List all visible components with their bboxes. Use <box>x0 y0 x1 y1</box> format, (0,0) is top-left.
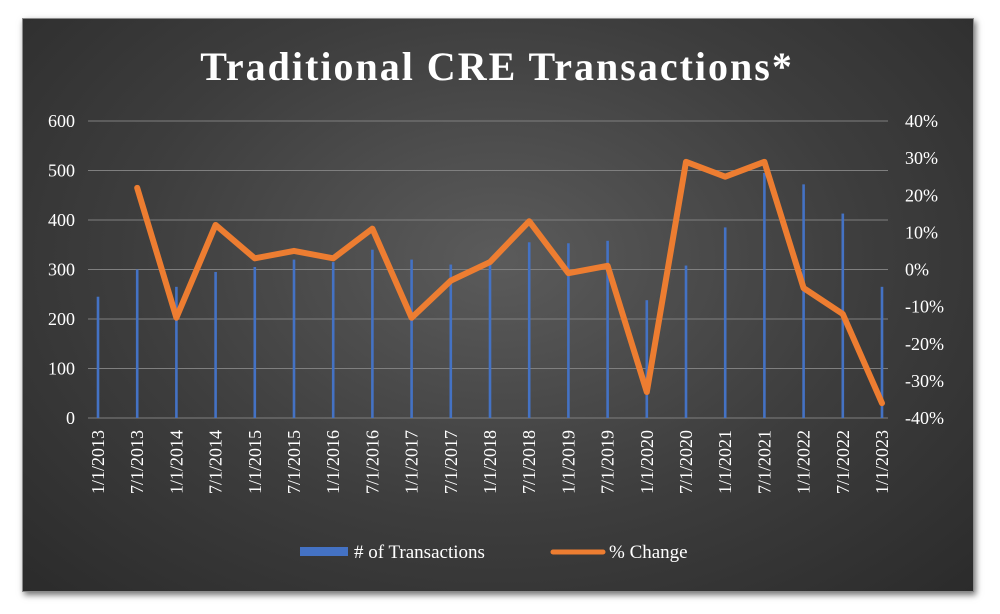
line-point <box>763 161 765 163</box>
y-right-tick-label: -30% <box>905 371 944 391</box>
bar <box>802 184 805 418</box>
x-tick-label: 7/1/2017 <box>441 430 461 494</box>
x-tick-label: 1/1/2016 <box>323 430 343 494</box>
bar <box>96 296 100 418</box>
line-point <box>567 272 569 274</box>
chart-title: Traditional CRE Transactions* <box>200 44 794 89</box>
bar <box>410 259 413 418</box>
x-tick-label: 1/1/2017 <box>402 430 422 494</box>
legend-label-transactions: # of Transactions <box>354 542 485 563</box>
line-point <box>489 261 491 263</box>
legend: # of Transactions % Change <box>300 542 688 563</box>
y-right-tick-label: -10% <box>905 297 944 317</box>
x-tick-label: 1/1/2014 <box>166 430 186 494</box>
line-point <box>607 265 609 267</box>
line-point <box>842 313 844 315</box>
line-point <box>646 391 648 393</box>
bar <box>880 286 884 418</box>
x-tick-label: 7/1/2021 <box>754 430 774 494</box>
x-tick-label: 1/1/2023 <box>872 430 892 494</box>
y-right-tick-label: 30% <box>905 148 938 168</box>
line-point <box>136 187 138 189</box>
y-left-tick-label: 100 <box>48 359 75 379</box>
x-tick-label: 7/1/2015 <box>284 430 304 494</box>
line-point <box>881 402 883 404</box>
x-tick-label: 1/1/2018 <box>480 430 500 494</box>
bar <box>253 267 257 418</box>
line-point <box>803 287 805 289</box>
y-right-tick-label: -20% <box>905 334 944 354</box>
bar <box>723 227 727 418</box>
bar <box>292 259 296 418</box>
left-axis-ticks: 0 100 200 300 400 500 600 <box>48 111 75 428</box>
bar <box>214 271 217 418</box>
x-tick-label: 1/1/2013 <box>88 430 108 494</box>
y-left-tick-label: 200 <box>48 309 75 329</box>
x-tick-label: 1/1/2020 <box>637 430 657 494</box>
line-point <box>175 317 177 319</box>
x-axis-ticks: 1/1/2013 7/1/2013 1/1/2014 7/1/2014 1/1/2015… <box>88 430 892 494</box>
line-point <box>411 317 413 319</box>
bar <box>371 249 374 418</box>
line-point <box>528 220 530 222</box>
legend-swatch-transactions <box>300 547 348 556</box>
line-point <box>332 257 334 259</box>
bar <box>606 240 609 418</box>
y-left-tick-label: 400 <box>48 210 75 230</box>
line-point <box>215 224 217 226</box>
x-tick-label: 7/1/2020 <box>676 430 696 494</box>
x-tick-label: 1/1/2021 <box>715 430 735 494</box>
line-point <box>371 228 373 230</box>
x-tick-label: 7/1/2013 <box>127 430 147 494</box>
line-point <box>293 250 295 252</box>
y-right-tick-label: 0% <box>905 260 929 280</box>
bar <box>684 265 688 418</box>
x-tick-label: 1/1/2019 <box>558 430 578 494</box>
line-point <box>450 280 452 282</box>
x-tick-label: 1/1/2022 <box>794 430 814 494</box>
bar <box>331 262 335 418</box>
y-left-tick-label: 300 <box>48 260 75 280</box>
line-point <box>685 161 687 163</box>
y-left-tick-label: 500 <box>48 161 75 181</box>
y-right-tick-label: 10% <box>905 222 938 242</box>
line-series <box>134 158 885 407</box>
x-tick-label: 7/1/2022 <box>833 430 853 494</box>
transactions-bars <box>96 172 884 418</box>
legend-label-percent-change: % Change <box>609 542 688 563</box>
y-left-tick-label: 600 <box>48 111 75 131</box>
bar <box>645 300 649 418</box>
bar <box>763 172 766 418</box>
bar <box>488 260 492 418</box>
x-tick-label: 7/1/2016 <box>362 430 382 494</box>
y-right-tick-label: -40% <box>905 408 944 428</box>
x-tick-label: 7/1/2014 <box>206 430 226 494</box>
x-tick-label: 1/1/2015 <box>245 430 265 494</box>
y-right-tick-label: 40% <box>905 111 938 131</box>
bar <box>135 269 139 418</box>
line-point <box>254 257 256 259</box>
x-tick-label: 7/1/2019 <box>598 430 618 494</box>
bar <box>449 264 453 418</box>
percent-change-line <box>134 158 885 407</box>
bar <box>567 243 570 418</box>
gridlines <box>88 120 888 419</box>
bar <box>175 286 178 418</box>
bar <box>527 242 531 418</box>
y-right-tick-label: 20% <box>905 185 938 205</box>
line-point <box>724 176 726 178</box>
right-axis-ticks: -40% -30% -20% -10% 0% 10% 20% 30% 40% <box>905 111 944 428</box>
x-tick-label: 7/1/2018 <box>519 430 539 494</box>
y-left-tick-label: 0 <box>66 408 75 428</box>
